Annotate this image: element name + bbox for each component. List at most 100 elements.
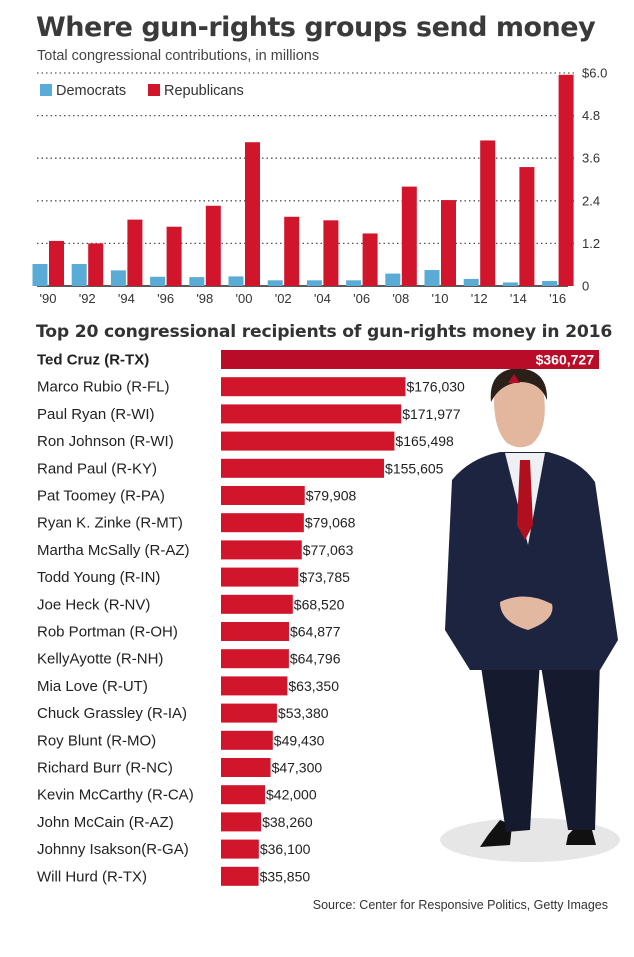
recipient-value-label: $73,785 (299, 569, 350, 585)
x-tick-label: '94 (118, 291, 135, 306)
recipient-value-label: $176,030 (406, 379, 465, 395)
bar-democrats (267, 280, 283, 286)
recipient-bar (221, 377, 406, 397)
recipient-name: Will Hurd (R-TX) (37, 868, 147, 885)
recipient-value-label: $360,727 (536, 352, 595, 368)
bar-republicans (480, 140, 496, 286)
recipient-value-label: $49,430 (274, 732, 325, 748)
shoe-shape (480, 820, 512, 847)
recipient-bar (221, 431, 395, 451)
recipient-bar (221, 540, 302, 560)
recipient-bar (221, 594, 293, 614)
recipient-value-label: $47,300 (272, 760, 323, 776)
bar-republicans (362, 233, 378, 286)
bar-democrats (32, 263, 48, 286)
recipient-name: Pat Toomey (R-PA) (37, 488, 165, 505)
bar-republicans (127, 219, 143, 286)
bar-republicans (166, 226, 182, 286)
recipient-name: Ryan K. Zinke (R-MT) (37, 515, 183, 532)
x-tick-label: '08 (392, 291, 409, 306)
recipient-name: Chuck Grassley (R-IA) (37, 705, 187, 722)
hands-shape (500, 596, 553, 630)
recipient-bar (221, 703, 277, 723)
jacket-shape (445, 452, 618, 670)
senator-photo-icon (440, 368, 620, 862)
recipient-name: Ted Cruz (R-TX) (37, 352, 149, 369)
recipient-name: Kevin McCarthy (R-CA) (37, 787, 194, 804)
bar-democrats (150, 276, 166, 286)
recipient-value-label: $42,000 (266, 787, 317, 803)
recipient-name: Mia Love (R-UT) (37, 678, 148, 695)
recipient-name: Rand Paul (R-KY) (37, 460, 157, 477)
recipient-bar (221, 350, 599, 369)
hair-shape (490, 368, 548, 402)
bar-democrats (542, 281, 558, 286)
legend-label-republicans: Republicans (164, 83, 244, 99)
x-tick-label: '16 (549, 291, 566, 306)
bar-republicans (284, 216, 300, 286)
recipient-name: Paul Ryan (R-WI) (37, 406, 155, 423)
recipient-value-label: $165,498 (395, 433, 454, 449)
top-recipients-chart: Ted Cruz (R-TX) $360,727 Marco Rubio (R-FL… (37, 350, 620, 886)
legend-swatch-democrats (40, 84, 52, 96)
recipient-bar (221, 404, 402, 424)
x-tick-label: '92 (79, 291, 96, 306)
y-tick-label: 1.2 (582, 236, 600, 251)
bar-democrats (463, 278, 479, 286)
bar-democrats (346, 280, 362, 286)
x-tick-label: '02 (275, 291, 292, 306)
recipient-value-label: $63,350 (288, 678, 339, 694)
recipient-bar (221, 866, 259, 886)
x-tick-label: '96 (157, 291, 174, 306)
recipient-value-label: $64,796 (290, 651, 341, 667)
recipient-name: Johnny Isakson(R-GA) (37, 841, 189, 858)
bar-republicans (49, 240, 64, 286)
bar-republicans (519, 167, 535, 286)
y-tick-label: 4.8 (582, 108, 600, 123)
recipient-value-label: $53,380 (278, 705, 329, 721)
y-tick-label: 3.6 (582, 151, 600, 166)
recipient-bar (221, 785, 266, 805)
recipient-name: Rob Portman (R-OH) (37, 624, 178, 641)
bar-republicans (205, 205, 221, 286)
bar-republicans (558, 74, 574, 287)
x-tick-label: '14 (510, 291, 527, 306)
x-tick-label: '06 (353, 291, 370, 306)
face-shape (493, 374, 545, 448)
recipient-bar (221, 812, 262, 832)
recipient-bar (221, 513, 304, 533)
recipient-bar (221, 758, 271, 777)
bar-democrats (306, 280, 322, 286)
bar-republicans (88, 243, 104, 286)
x-tick-label: '00 (236, 291, 253, 306)
bar-democrats (502, 282, 518, 286)
recipient-name: Richard Burr (R-NC) (37, 760, 173, 777)
recipient-value-label: $171,977 (402, 406, 461, 422)
leg-shape (480, 660, 540, 832)
pointer-arrow (508, 374, 520, 383)
bar-democrats (424, 270, 440, 286)
recipient-name: Joe Heck (R-NV) (37, 596, 150, 613)
bar-democrats (189, 277, 205, 286)
bar-republicans (441, 200, 456, 286)
y-tick-label: $6.0 (582, 66, 607, 81)
bar-democrats (385, 273, 401, 286)
y-tick-label: 2.4 (582, 193, 600, 208)
recipient-value-label: $155,605 (385, 460, 444, 476)
recipient-name: John McCain (R-AZ) (37, 814, 174, 831)
chart-title: Where gun-rights groups send money (36, 12, 596, 43)
x-tick-label: '98 (196, 291, 213, 306)
x-tick-label: '12 (471, 291, 488, 306)
recipient-bar (221, 622, 289, 641)
recipient-value-label: $68,520 (294, 596, 345, 612)
recipient-name: Marco Rubio (R-FL) (37, 379, 170, 396)
recipient-bar (221, 730, 273, 750)
x-tick-label: '90 (40, 291, 57, 306)
recipient-value-label: $36,100 (260, 841, 311, 857)
recipient-value-label: $64,877 (290, 624, 341, 640)
recipient-name: KellyAyotte (R-NH) (37, 651, 163, 668)
recipient-value-label: $38,260 (262, 814, 313, 830)
recipient-value-label: $35,850 (260, 868, 311, 884)
recipient-bar (221, 676, 288, 696)
bar-republicans (323, 220, 339, 286)
